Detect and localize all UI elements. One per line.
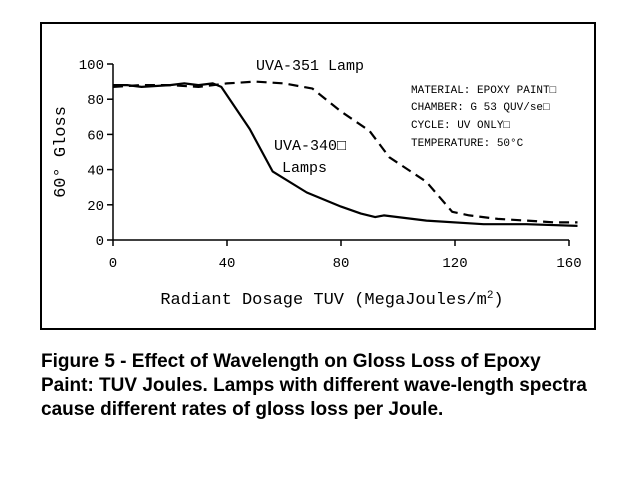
x-axis-label-close: ): [493, 291, 503, 310]
x-axis-label-superscript: 2: [487, 290, 494, 302]
series-line-uva-351: [112, 80, 578, 224]
y-tick-label: 100: [79, 58, 104, 74]
y-tick-label: 40: [87, 164, 104, 180]
x-tick-label: 160: [556, 256, 581, 272]
annotation-chamber: CHAMBER: G 53 QUV/se□: [411, 102, 550, 114]
x-tick-label: 0: [109, 256, 117, 272]
x-tick-label: 120: [442, 256, 467, 272]
ticks: 0 20 40 60 80 100 0 40 80 120 160: [79, 58, 582, 272]
annotation-material: MATERIAL: EPOXY PAINT□: [411, 85, 557, 97]
y-tick-label: 20: [87, 199, 104, 215]
annotation-temperature: TEMPERATURE: 50°C: [411, 138, 524, 150]
figure-caption: Figure 5 - Effect of Wavelength on Gloss…: [41, 351, 587, 420]
chart-frame: 0 20 40 60 80 100 0 40 80 120 160 UVA-351 Lamp UVA…: [40, 22, 596, 330]
series-label-uva-351: UVA-351 Lamp: [256, 58, 364, 75]
y-tick-label: 0: [96, 234, 104, 250]
x-tick-label: 80: [333, 256, 350, 272]
y-axis-label: 60° Gloss: [52, 106, 71, 198]
annotation-cycle: CYCLE: UV ONLY□: [411, 120, 510, 132]
y-tick-label: 60: [87, 128, 104, 144]
series-label-uva-340-line2: Lamps: [282, 160, 327, 177]
x-tick-label: 40: [219, 256, 236, 272]
series-layer: [112, 80, 578, 227]
gloss-chart: 0 20 40 60 80 100 0 40 80 120 160 UVA-351 Lamp UVA…: [52, 58, 582, 310]
series-label-uva-340-line1: UVA-340□: [274, 138, 346, 155]
y-tick-label: 80: [87, 93, 104, 109]
x-axis-label-text: Radiant Dosage TUV (MegaJoules/m: [160, 291, 486, 310]
x-axis-label: Radiant Dosage TUV (MegaJoules/m2): [160, 290, 503, 310]
